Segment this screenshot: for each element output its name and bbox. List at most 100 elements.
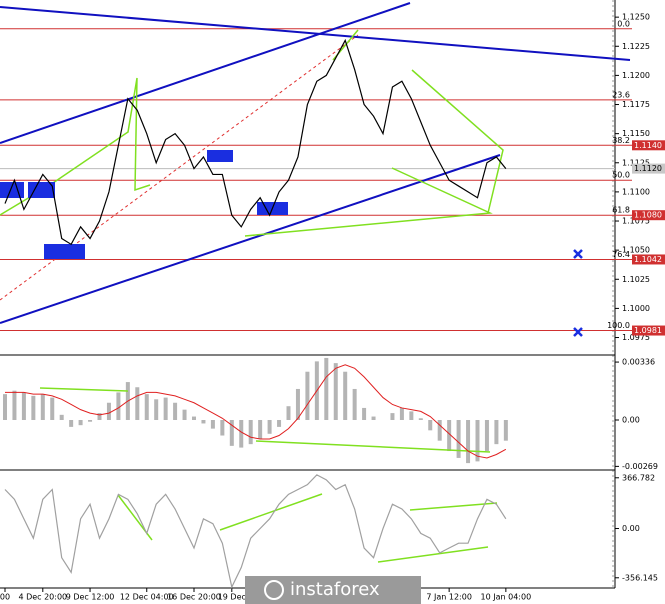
divergence-line	[409, 502, 498, 511]
y-tick-label: 1.1200	[622, 71, 650, 80]
y-tick-label: 1.1025	[622, 275, 650, 284]
histogram-bar	[409, 411, 414, 420]
price-box	[632, 254, 665, 265]
watermark-text: instaforex	[290, 579, 380, 600]
y-tick-label: 1.1225	[622, 42, 650, 51]
panel-borders	[0, 0, 616, 589]
price-box	[632, 325, 665, 336]
zone	[0, 182, 24, 198]
histogram-bar	[173, 402, 178, 420]
fib-label: 61.8	[612, 206, 630, 215]
histogram-bar	[116, 392, 121, 420]
pattern-line	[411, 69, 504, 214]
y-tick-label: 1.1050	[622, 246, 650, 255]
histogram-bar	[201, 420, 206, 424]
divergence-line	[377, 546, 489, 563]
zone	[207, 150, 233, 162]
histogram-bar	[456, 420, 461, 458]
histogram-bar	[21, 392, 26, 420]
histogram-bar	[371, 416, 376, 420]
fib-label: 76.4	[612, 250, 630, 259]
fib-label: 38.2	[612, 136, 630, 145]
histogram-bar	[324, 357, 329, 420]
histogram-bar	[258, 420, 263, 439]
histogram-bar	[418, 418, 423, 420]
histogram-bar	[106, 402, 111, 420]
histogram-bar	[494, 420, 499, 445]
histogram-bar	[144, 394, 149, 420]
pattern-line	[244, 167, 493, 237]
y-tick-label: 1.1175	[622, 100, 650, 109]
histogram-bar	[503, 420, 508, 441]
trend-line	[0, 154, 501, 324]
x-tick-label: 10 Jan 04:00	[481, 593, 532, 602]
divergence-line	[219, 493, 323, 531]
histogram-bar	[135, 387, 140, 420]
divergence-line	[255, 440, 491, 453]
x-tick-label: 12 Dec 04:00	[120, 593, 174, 602]
histogram-bar	[447, 420, 452, 452]
y-tick-label: -356.145	[622, 573, 658, 582]
histogram-bar	[248, 420, 253, 445]
layers	[4, 38, 507, 589]
histogram-bar	[163, 397, 168, 420]
histogram-bar	[97, 413, 102, 420]
histogram-bar	[229, 420, 234, 446]
histogram-bar	[69, 420, 74, 427]
zone	[28, 182, 55, 198]
histogram-bar	[362, 407, 367, 420]
histogram-bar	[220, 420, 225, 436]
y-tick-label: 1.1075	[622, 217, 650, 226]
histogram-bar	[428, 420, 433, 431]
x-tick-label: 9 Dec 12:00	[66, 593, 115, 602]
layers: 1.1250 1.1225 1.1200 1.1175 1.1150 1.1125 1.11…	[0, 13, 658, 602]
cross-marker	[573, 327, 583, 337]
histogram-bar	[182, 409, 187, 420]
price-box	[632, 140, 665, 151]
price-label: 1.1042	[634, 255, 662, 264]
histogram-bar	[78, 420, 83, 426]
zone	[44, 244, 85, 259]
histogram-bar	[40, 394, 45, 420]
cross-marker	[573, 249, 583, 259]
trend-line	[0, 6, 631, 61]
trend-line	[0, 2, 411, 144]
histogram-bar	[154, 399, 159, 420]
y-tick-label: 1.0975	[622, 333, 650, 342]
series-line	[5, 364, 507, 459]
price-label: 1.0981	[634, 326, 662, 335]
watermark-logo	[264, 580, 284, 600]
series-line	[4, 38, 507, 246]
histogram-bar	[286, 406, 291, 420]
divergence-line	[39, 387, 129, 392]
y-tick-label: 1.1000	[622, 304, 650, 313]
histogram-bar	[59, 414, 64, 420]
histogram-bar	[475, 420, 480, 462]
histogram-bar	[466, 420, 471, 464]
histogram-bar	[50, 397, 55, 420]
fib-label: 0.0	[617, 19, 630, 28]
histogram-bar	[12, 390, 17, 420]
histogram-bar	[352, 388, 357, 420]
y-tick-label: 0.00336	[622, 358, 655, 367]
y-tick-label: 366.782	[622, 473, 655, 482]
fib-label: 23.6	[612, 90, 630, 99]
price-label: 1.1140	[634, 141, 662, 150]
x-tick-label: 7 Jan 12:00	[426, 593, 472, 602]
histogram-bar	[390, 413, 395, 420]
histogram-bar	[399, 407, 404, 420]
y-tick-label: 1.1150	[622, 129, 650, 138]
watermark: instaforex	[245, 576, 421, 604]
x-tick-label: 4 Dec 20:00	[18, 593, 67, 602]
histogram-bar	[277, 420, 282, 427]
histogram-bar	[267, 420, 272, 434]
y-tick-label: 1.1250	[622, 13, 650, 22]
histogram-bar	[88, 420, 93, 422]
y-tick-label: -0.00269	[622, 462, 658, 471]
y-tick-label: 1.1100	[622, 187, 650, 196]
price-label: 1.1080	[634, 211, 662, 220]
y-tick-label: 0.00	[622, 524, 640, 533]
fib-label: 50.0	[612, 171, 630, 180]
